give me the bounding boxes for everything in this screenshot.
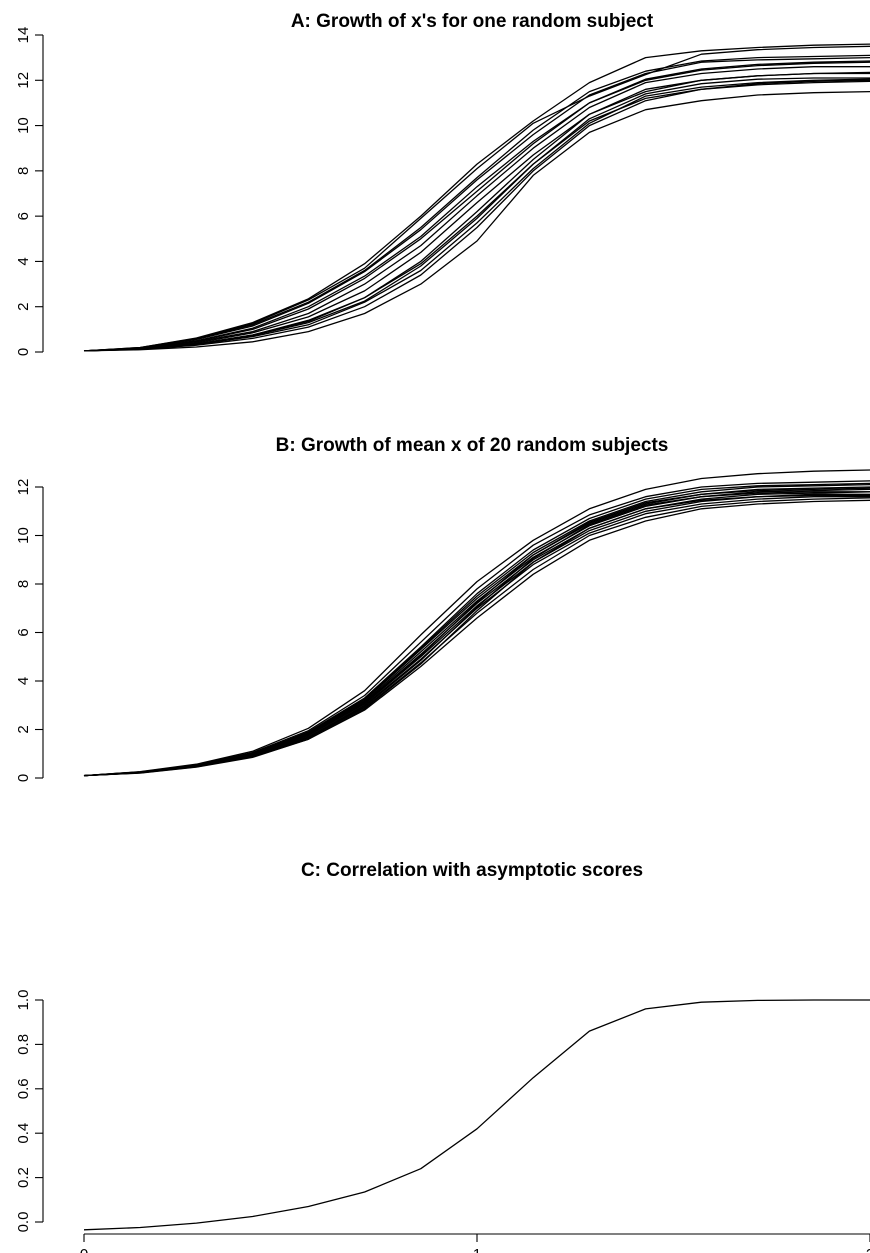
panel-b-y-axis: 0 2 4 6 8 10 12 [15,479,44,782]
series-line [83,488,870,777]
series-line [83,79,870,352]
series-line [83,483,870,777]
series-line [83,90,870,352]
series-line [83,61,870,352]
panel-c-x-axis: 0 1 2 [80,1233,870,1253]
y-tick-label: 8 [15,167,32,175]
series-line [83,72,870,352]
series-line [83,494,870,777]
x-tick-label: 1 [473,1246,481,1253]
y-tick-label: 0 [15,348,32,356]
panel-a-lines [83,43,870,352]
series-line [83,43,870,352]
series-line [83,56,870,352]
series-line [83,480,870,777]
series-line [83,78,870,352]
series-line [83,497,870,777]
x-tick-label: 2 [866,1246,870,1253]
panel-a-y-axis: 0 2 4 6 8 10 12 14 [15,27,44,356]
series-line [83,499,870,777]
y-tick-label: 10 [15,527,32,544]
panel-b-title: B: Growth of mean x of 20 random subject… [276,435,669,456]
series-line [83,496,870,777]
y-tick-label: 4 [15,257,32,265]
y-tick-label: 0 [15,774,32,782]
y-tick-label: 6 [15,628,32,636]
series-line [83,491,870,777]
series-line [83,486,870,777]
series-line [83,45,870,352]
panel-c: C: Correlation with asymptotic scores 0.… [15,860,870,1253]
y-tick-label: 8 [15,580,32,588]
series-line [83,493,870,777]
y-tick-label: 0.8 [15,1034,32,1055]
y-tick-label: 0.6 [15,1078,32,1099]
series-line [83,77,870,352]
series-line [83,469,870,777]
y-tick-label: 6 [15,212,32,220]
series-line [83,999,870,1231]
panel-c-title: C: Correlation with asymptotic scores [301,860,643,881]
y-tick-label: 12 [15,479,32,496]
panel-a-title: A: Growth of x's for one random subject [291,11,654,32]
panel-b: B: Growth of mean x of 20 random subject… [15,435,870,782]
series-line [83,71,870,352]
y-tick-label: 2 [15,303,32,311]
series-line [83,60,870,352]
panel-b-lines [83,469,870,777]
panel-a: A: Growth of x's for one random subject … [15,11,870,356]
y-tick-label: 12 [15,72,32,89]
y-tick-label: 1.0 [15,990,32,1011]
y-tick-label: 4 [15,677,32,685]
y-tick-label: 0.0 [15,1212,32,1233]
series-line [83,66,870,352]
series-line [83,491,870,777]
x-tick-label: 0 [80,1246,88,1253]
y-tick-label: 14 [15,27,32,44]
y-tick-label: 0.4 [15,1123,32,1144]
y-tick-label: 2 [15,725,32,733]
panel-c-y-axis: 0.0 0.2 0.4 0.6 0.8 1.0 [15,990,44,1233]
y-tick-label: 10 [15,117,32,134]
series-line [83,487,870,777]
series-line [83,482,870,777]
y-tick-label: 0.2 [15,1167,32,1188]
panel-c-lines [83,999,870,1231]
series-line [83,54,870,352]
